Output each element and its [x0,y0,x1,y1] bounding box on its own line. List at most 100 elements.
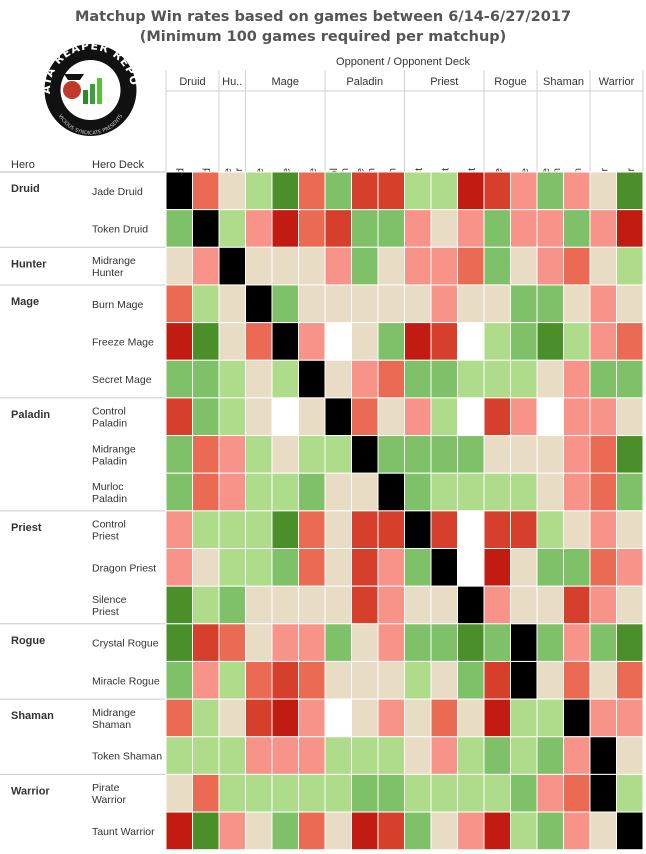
heatmap-cell [271,811,299,851]
heatmap-cell [483,623,511,662]
heatmap-cell [404,472,432,512]
heatmap-cell [457,585,485,625]
heatmap-cell [377,246,405,286]
heatmap-cell [377,435,405,474]
heatmap-cell [616,548,644,587]
heatmap-cell [351,435,379,474]
heatmap-cell [404,322,432,361]
heatmap-cell [616,171,644,211]
heatmap-cell [589,322,617,361]
heatmap-cell [510,209,538,248]
heatmap-cell [457,623,485,662]
heatmap-cell [351,397,379,437]
heatmap-cell [192,209,220,248]
row-deck-label: Priest [92,606,119,618]
heatmap-cell [536,435,564,474]
heatmap-cell [324,510,352,550]
heatmap-cell [324,773,352,813]
heatmap-cell [430,472,458,512]
heatmap-cell [430,246,458,286]
heatmap-cell [589,246,617,286]
heatmap-cell [192,585,220,625]
heatmap-cell [377,397,405,437]
heatmap-cell [324,246,352,286]
heatmap-cell [510,773,538,813]
heatmap-cell [377,472,405,512]
heatmap-cell [377,773,405,813]
heatmap-cell [536,359,564,399]
heatmap-cell [404,585,432,625]
heatmap-cell [324,811,352,851]
heatmap-cell [563,736,591,775]
heatmap-cell [351,472,379,512]
heatmap-cell [377,171,405,211]
heatmap-cell [351,660,379,700]
heatmap-cell [351,736,379,775]
heatmap-cell [218,773,246,813]
heatmap-cell [589,660,617,700]
heatmap-cell [430,660,458,700]
heatmap-cell [616,698,644,738]
heatmap-cell [245,548,273,587]
heatmap-cell [324,397,352,437]
heatmap-cell [324,171,352,211]
heatmap-cell [510,359,538,399]
heatmap-cell [245,660,273,700]
heatmap-cell [510,284,538,324]
heatmap-cell [404,435,432,474]
heatmap-cell [404,660,432,700]
heatmap-cell [616,284,644,324]
heatmap-cell [324,209,352,248]
heatmap-cell [483,435,511,474]
heatmap-cell [271,246,299,286]
heatmap-cell [510,585,538,625]
heatmap-cell [404,548,432,587]
heatmap-cell [351,773,379,813]
row-deck-label: Jade Druid [92,186,143,198]
heatmap-cell [457,736,485,775]
heatmap-cell [563,510,591,550]
heatmap-cell [430,209,458,248]
heatmap-cell [457,397,485,437]
row-deck-label: Warrior [92,794,127,806]
row-group-label: Paladin [11,409,50,421]
heatmap-cell [192,246,220,286]
heatmap-cell [165,435,193,474]
heatmap-cell [536,585,564,625]
heatmap-cell [616,736,644,775]
heatmap-cell [271,548,299,587]
heatmap-cell [245,472,273,512]
row-deck-label: Pirate [92,782,120,794]
heatmap-cell [298,209,326,248]
heatmap-cell [589,773,617,813]
row-group-label: Hunter [11,258,47,270]
heatmap-cell [192,773,220,813]
heatmap-cell [536,209,564,248]
heatmap-cell [218,359,246,399]
heatmap-cell [563,209,591,248]
heatmap-cell [245,171,273,211]
heatmap-cell [192,397,220,437]
row-deck-label: Midrange [92,255,136,267]
heatmap-cell [165,811,193,851]
heatmap-cell [457,359,485,399]
heatmap-cell [430,698,458,738]
row-deck-label: Paladin [92,493,127,505]
heatmap-cell [192,472,220,512]
row-group-label: Warrior [11,785,50,797]
heatmap-cell [589,811,617,851]
heatmap-cell [218,397,246,437]
row-deck-label: Secret Mage [92,374,152,386]
heatmap-cell [351,585,379,625]
heatmap-cell [563,359,591,399]
heatmap-cell [536,322,564,361]
heatmap-cell [324,698,352,738]
heatmap-cell [483,284,511,324]
heatmap-cell [483,510,511,550]
heatmap-cell [218,246,246,286]
row-group-label: Mage [11,296,39,308]
heatmap-cell [271,472,299,512]
row-deck-label: Crystal Rogue [92,638,159,650]
heatmap-cell [510,548,538,587]
heatmap-cell [324,359,352,399]
